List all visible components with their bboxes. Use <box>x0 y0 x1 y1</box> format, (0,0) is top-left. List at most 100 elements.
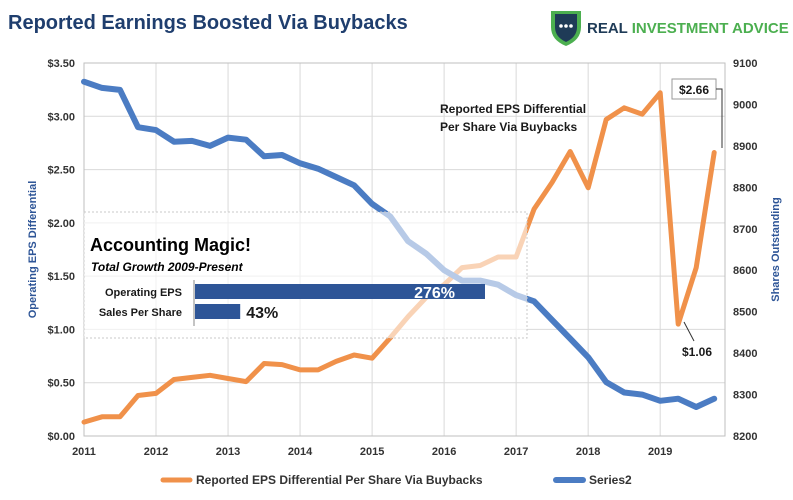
inset-box <box>83 211 528 339</box>
shares-point <box>550 318 554 322</box>
eps-point <box>136 394 140 398</box>
inset-bar-sales-per-share <box>195 304 241 319</box>
left-tick-label: $2.00 <box>47 218 75 230</box>
eps-point <box>262 362 266 366</box>
eps-point <box>244 380 248 384</box>
inset-title: Accounting Magic! <box>90 235 251 255</box>
eps-point <box>172 378 176 382</box>
eps-point <box>334 359 338 363</box>
right-tick-label: 8200 <box>733 431 757 443</box>
brand-name: REAL INVESTMENT ADVICE <box>587 20 789 37</box>
shares-point <box>100 86 104 90</box>
eps-point <box>604 117 608 121</box>
shares-point <box>640 393 644 397</box>
shares-point <box>244 138 248 142</box>
right-tick-label: 8700 <box>733 224 757 236</box>
shield-icon <box>551 11 581 46</box>
legend-label-eps: Reported EPS Differential Per Share Via … <box>196 473 483 487</box>
x-tick-label: 2018 <box>576 446 600 458</box>
callout-low: $1.06 <box>682 321 712 359</box>
shares-point <box>226 136 230 140</box>
shares-point <box>604 380 608 384</box>
callout-high: $2.66 <box>671 78 723 148</box>
shares-point <box>82 80 86 84</box>
shares-point <box>694 405 698 409</box>
eps-point <box>568 149 572 153</box>
eps-point <box>532 207 536 211</box>
eps-point <box>82 420 86 424</box>
shares-point <box>334 175 338 179</box>
shares-point <box>118 88 122 92</box>
eps-point <box>622 106 626 110</box>
eps-point <box>370 356 374 360</box>
x-axis-ticks: 2011 2012 2013 2014 2015 2016 2017 2018 2019 <box>72 446 672 458</box>
x-tick-label: 2011 <box>72 446 96 458</box>
eps-point <box>154 391 158 395</box>
x-tick-label: 2015 <box>360 446 384 458</box>
shares-point <box>280 153 284 157</box>
shares-point <box>298 161 302 165</box>
left-axis-label: Operating EPS Differential <box>27 181 39 319</box>
left-tick-label: $2.50 <box>47 165 75 177</box>
inset-bar-operating-eps <box>195 284 485 299</box>
callout-high-leader <box>716 88 723 148</box>
x-tick-label: 2019 <box>648 446 672 458</box>
shares-point <box>136 125 140 129</box>
eps-point <box>676 322 680 326</box>
shares-point <box>190 139 194 143</box>
eps-point <box>586 186 590 190</box>
x-tick-label: 2013 <box>216 446 240 458</box>
eps-point <box>352 353 356 357</box>
inset-bar-label-sales-per-share: Sales Per Share <box>99 307 182 319</box>
x-tick-label: 2012 <box>144 446 168 458</box>
eps-point <box>550 180 554 184</box>
right-axis-ticks: 8200 8300 8400 8500 8600 8700 8800 8900 9000 9100 <box>733 58 757 443</box>
shares-point <box>676 397 680 401</box>
eps-point <box>640 112 644 116</box>
inset-bar-value-sales-per-share: 43% <box>246 305 278 322</box>
left-tick-label: $3.50 <box>47 58 75 70</box>
legend-label-shares: Series2 <box>589 473 632 487</box>
eps-point <box>118 415 122 419</box>
shares-point <box>208 144 212 148</box>
shares-point <box>262 154 266 158</box>
eps-point <box>298 368 302 372</box>
series-annotation-line2: Per Share Via Buybacks <box>440 120 578 134</box>
shares-point <box>658 399 662 403</box>
shares-point <box>172 140 176 144</box>
left-tick-label: $0.00 <box>47 431 75 443</box>
right-tick-label: 8500 <box>733 307 757 319</box>
right-axis-label: Shares Outstanding <box>770 197 782 302</box>
inset-bar-value-operating-eps: 276% <box>414 285 455 302</box>
eps-point <box>280 363 284 367</box>
eps-point <box>208 373 212 377</box>
brand-name-part1: REAL <box>587 20 632 37</box>
eps-point <box>316 368 320 372</box>
shares-point <box>622 390 626 394</box>
right-tick-label: 8900 <box>733 141 757 153</box>
shares-point <box>352 183 356 187</box>
eps-point <box>658 91 662 95</box>
right-tick-label: 9000 <box>733 99 757 111</box>
x-tick-label: 2014 <box>288 446 313 458</box>
inset-subtitle: Total Growth 2009-Present <box>91 260 244 274</box>
series-annotation-line1: Reported EPS Differential <box>440 102 586 116</box>
left-axis-ticks: $0.00 $0.50 $1.00 $1.50 $2.00 $2.50 $3.00 $3.50 <box>47 58 75 443</box>
left-tick-label: $1.00 <box>47 324 75 336</box>
chart-title: Reported Earnings Boosted Via Buybacks <box>8 12 408 34</box>
inset-bar-label-operating-eps: Operating EPS <box>105 287 182 299</box>
right-tick-label: 8600 <box>733 265 757 277</box>
shares-point <box>586 355 590 359</box>
shares-point <box>568 337 572 341</box>
left-tick-label: $3.00 <box>47 111 75 123</box>
shares-point <box>712 397 716 401</box>
x-tick-label: 2017 <box>504 446 528 458</box>
legend: Reported EPS Differential Per Share Via … <box>160 473 632 487</box>
shares-point <box>154 128 158 132</box>
inset-panel: Accounting Magic! Total Growth 2009-Pres… <box>83 211 528 339</box>
callout-low-label: $1.06 <box>682 345 712 359</box>
shares-point <box>532 299 536 303</box>
x-tick-label: 2016 <box>432 446 456 458</box>
